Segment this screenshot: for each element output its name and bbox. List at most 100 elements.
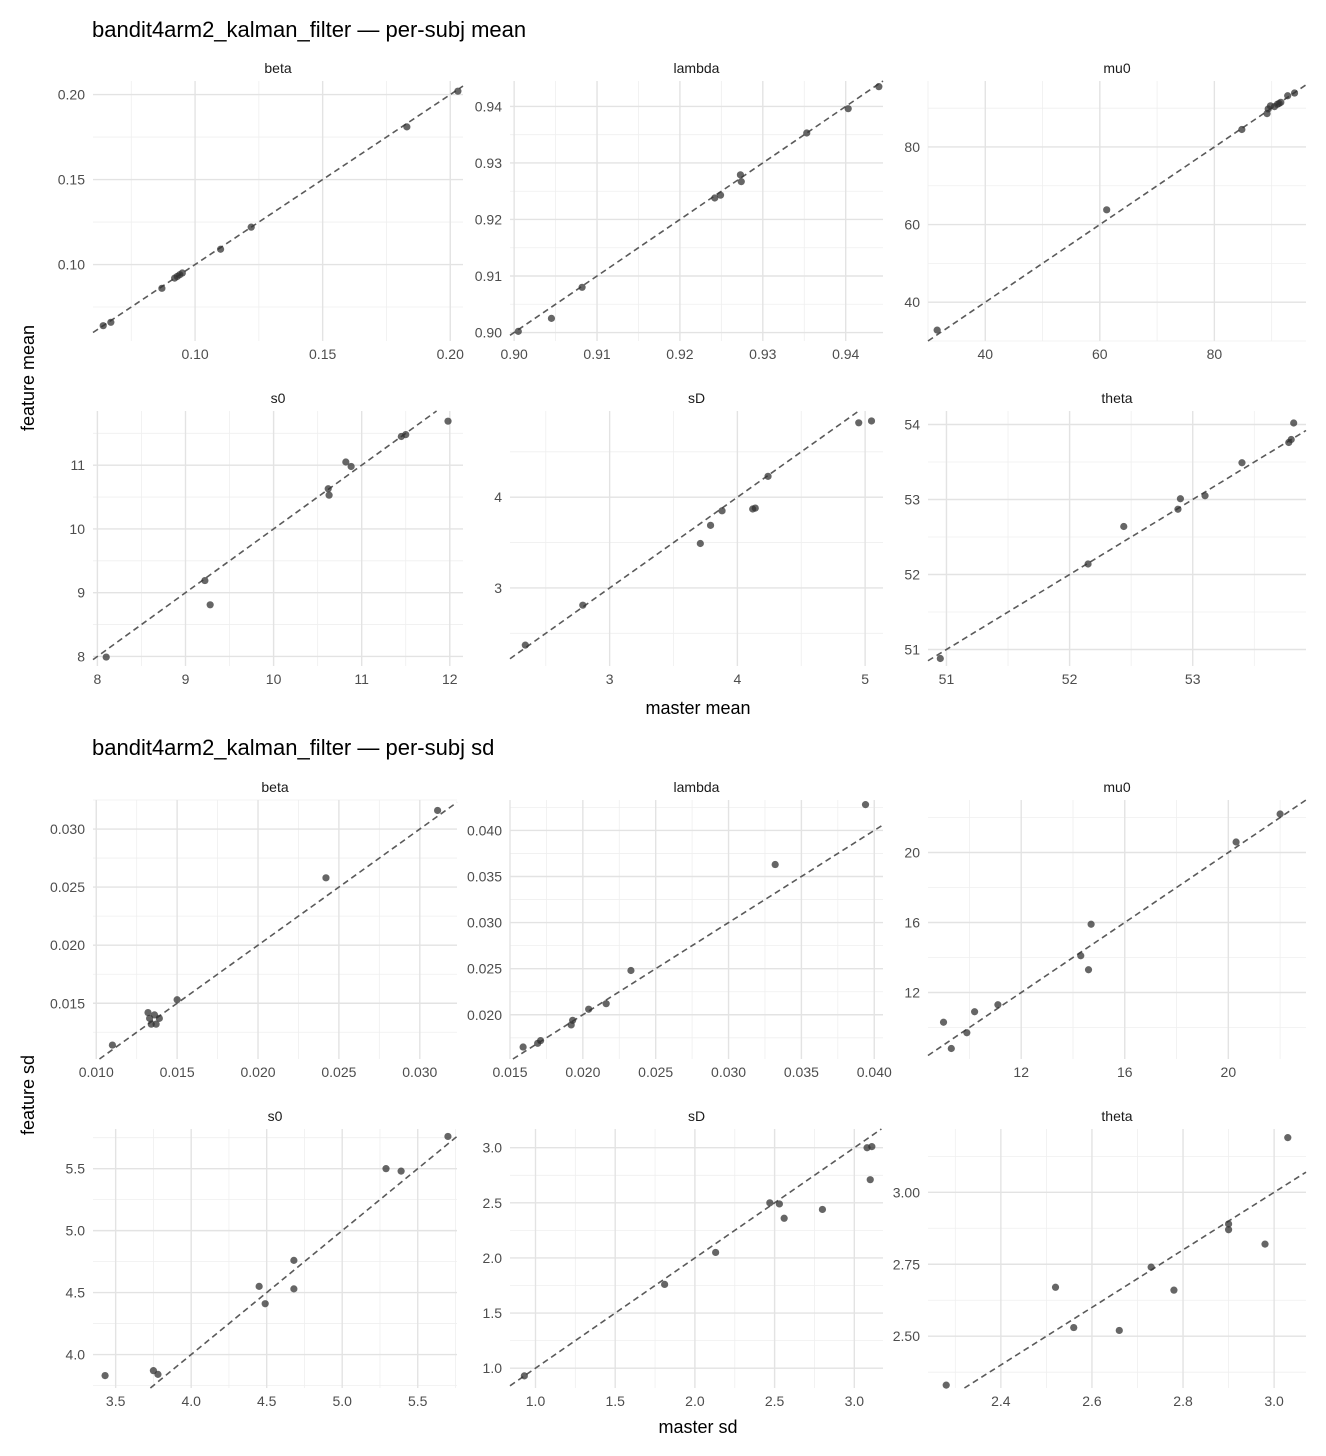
- data-point: [173, 996, 181, 1004]
- y-tick-label: 9: [77, 585, 85, 601]
- x-tick-label: 4.5: [257, 1393, 277, 1409]
- data-point: [569, 1016, 577, 1024]
- data-point: [322, 874, 330, 882]
- y-tick-label: 2.5: [483, 1195, 503, 1211]
- data-point: [866, 1176, 874, 1184]
- y-tick-label: 16: [904, 915, 920, 931]
- x-tick-label: 0.015: [492, 1064, 527, 1080]
- y-tick-label: 51: [904, 642, 920, 658]
- x-tick-label: 16: [1117, 1064, 1133, 1080]
- figure-title-sd: bandit4arm2_kalman_filter — per-subj sd: [92, 735, 494, 760]
- x-tick-label: 1.5: [605, 1393, 625, 1409]
- x-tick-label: 0.010: [79, 1064, 114, 1080]
- data-point: [1070, 1323, 1078, 1332]
- y-tick-label: 0.94: [475, 98, 502, 114]
- identity-reference-line: [149, 1135, 458, 1389]
- data-point: [397, 1167, 405, 1175]
- data-point: [1290, 89, 1299, 97]
- y-tick-label: 0.020: [467, 1007, 502, 1023]
- data-point: [764, 472, 772, 480]
- x-tick-label: 4: [733, 671, 741, 687]
- x-tick-label: 2.4: [991, 1393, 1011, 1409]
- y-tick-label: 0.030: [467, 915, 502, 931]
- data-point: [247, 223, 255, 231]
- identity-reference-line: [964, 1171, 1307, 1389]
- facet-label: s0: [271, 390, 286, 406]
- x-tick-label: 3.0: [845, 1393, 865, 1409]
- x-tick-label: 0.020: [240, 1064, 275, 1080]
- y-tick-label: 3.00: [893, 1184, 920, 1200]
- y-tick-label: 12: [904, 985, 920, 1001]
- x-tick-label: 0.015: [160, 1064, 195, 1080]
- y-axis-title-sd: feature sd: [18, 1055, 38, 1135]
- y-tick-label: 0.90: [475, 325, 502, 341]
- identity-reference-line: [509, 1128, 882, 1387]
- data-point: [994, 1001, 1002, 1009]
- data-point: [547, 314, 556, 322]
- identity-reference-line: [92, 410, 438, 661]
- facet-panel-0-beta: 0.10 0.15 0.20 0.10 0.15 0.20 beta: [58, 60, 464, 362]
- x-tick-label: 4.0: [181, 1393, 201, 1409]
- data-point: [844, 105, 852, 113]
- y-tick-label: 4: [494, 489, 502, 505]
- x-tick-label: 0.040: [857, 1064, 892, 1080]
- data-point: [818, 1205, 827, 1214]
- y-tick-label: 2.50: [893, 1328, 920, 1344]
- x-tick-label: 20: [1221, 1064, 1237, 1080]
- y-tick-label: 5.0: [66, 1223, 86, 1239]
- data-point: [867, 417, 876, 425]
- data-point: [1284, 1134, 1292, 1142]
- data-point: [1238, 125, 1246, 134]
- data-point: [737, 178, 745, 186]
- facet-panel-1-mu0: 12 16 20 12 16 20 mu0: [904, 779, 1307, 1080]
- facet-label: beta: [261, 779, 288, 795]
- data-point: [402, 430, 410, 439]
- data-point: [868, 1143, 876, 1151]
- data-point: [102, 653, 110, 661]
- y-tick-label: 0.025: [50, 879, 85, 895]
- data-point: [803, 129, 811, 137]
- facet-label: sD: [688, 390, 705, 406]
- x-tick-label: 0.030: [402, 1064, 437, 1080]
- data-point: [155, 1014, 163, 1022]
- y-tick-label: 53: [904, 492, 920, 508]
- data-point: [771, 860, 779, 869]
- x-tick-label: 0.94: [832, 346, 859, 362]
- x-axis-title-mean: master mean: [645, 698, 750, 718]
- data-point: [712, 1248, 720, 1257]
- facet-panel-0-s0: 8 9 10 11 12 8 9 10 11 s0: [69, 390, 463, 687]
- data-point: [521, 641, 529, 649]
- y-tick-label: 0.040: [467, 822, 502, 838]
- data-point: [1290, 419, 1298, 427]
- facet-label: theta: [1101, 390, 1132, 406]
- facet-label: beta: [264, 60, 291, 76]
- y-tick-label: 1.5: [483, 1305, 503, 1321]
- data-point: [1084, 560, 1092, 568]
- data-point: [706, 521, 715, 529]
- facet-panel-0-lambda: 0.90 0.91 0.92 0.93 0.94 0.90 0.91 0.92 0.93 0.94…: [475, 60, 884, 362]
- y-tick-label: 3.0: [483, 1140, 503, 1156]
- y-tick-label: 0.92: [475, 211, 502, 227]
- facet-label: mu0: [1103, 779, 1130, 795]
- x-tick-label: 0.020: [565, 1064, 600, 1080]
- x-tick-label: 0.025: [321, 1064, 356, 1080]
- facet-panels: 0.10 0.15 0.20 0.10 0.15 0.20 beta 0.90 0.91 0.92…: [50, 60, 1307, 1409]
- data-point: [520, 1372, 528, 1380]
- identity-reference-line: [927, 429, 1307, 662]
- data-point: [519, 1043, 527, 1051]
- data-point: [347, 462, 355, 471]
- data-point: [939, 1018, 948, 1026]
- facet-label: sD: [688, 1108, 705, 1124]
- data-point: [1103, 206, 1111, 214]
- facet-label: lambda: [674, 60, 720, 76]
- data-point: [1261, 1240, 1269, 1248]
- data-point: [201, 576, 209, 585]
- y-tick-label: 11: [70, 457, 85, 473]
- x-tick-label: 3.0: [1264, 1393, 1284, 1409]
- y-tick-label: 0.025: [467, 961, 502, 977]
- facet-label: mu0: [1103, 60, 1130, 76]
- y-tick-label: 1.0: [483, 1360, 503, 1376]
- x-tick-label: 0.90: [501, 346, 528, 362]
- data-point: [585, 1005, 593, 1013]
